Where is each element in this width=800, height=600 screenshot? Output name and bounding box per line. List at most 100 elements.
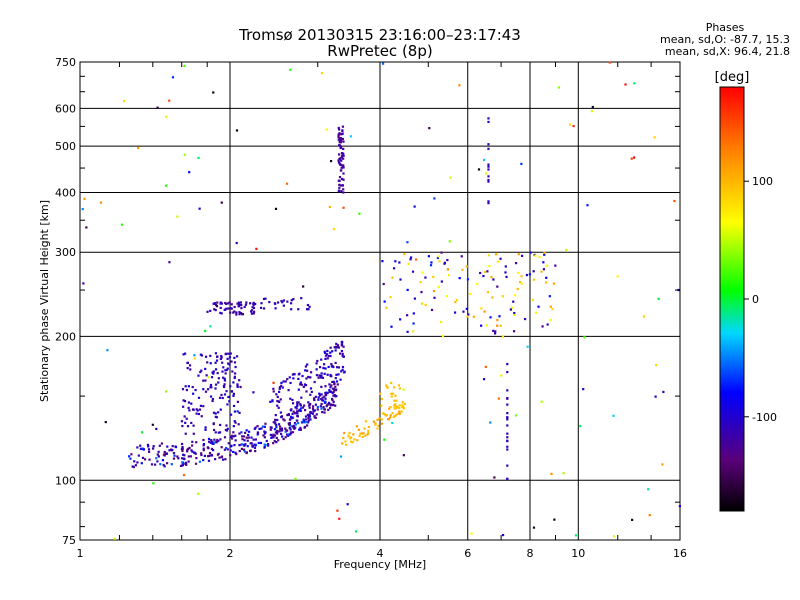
- data-point: [403, 252, 406, 256]
- data-point: [193, 354, 196, 357]
- data-point: [333, 393, 336, 397]
- data-point: [391, 421, 394, 425]
- data-point: [340, 343, 344, 346]
- data-point: [241, 312, 244, 316]
- data-point: [197, 374, 200, 377]
- data-point: [325, 128, 328, 131]
- data-point: [544, 281, 548, 284]
- data-point: [279, 398, 282, 401]
- data-point: [231, 370, 234, 373]
- data-point: [367, 425, 371, 429]
- data-point: [489, 316, 492, 319]
- data-point: [331, 398, 334, 402]
- data-point: [562, 472, 565, 475]
- data-point: [380, 404, 383, 407]
- data-point: [199, 353, 202, 356]
- data-point: [489, 421, 492, 424]
- x-tick-label: 1: [77, 547, 84, 560]
- data-point: [142, 448, 145, 451]
- data-point: [209, 325, 212, 328]
- data-point: [217, 411, 220, 414]
- data-point: [466, 315, 469, 318]
- data-point: [291, 431, 295, 434]
- data-point: [332, 400, 335, 403]
- data-point: [624, 83, 627, 86]
- data-point: [224, 458, 227, 461]
- data-point: [228, 363, 231, 366]
- data-point: [513, 294, 517, 297]
- data-point: [147, 448, 151, 451]
- data-point: [226, 403, 229, 406]
- data-point: [296, 412, 299, 415]
- data-point: [391, 392, 395, 395]
- data-point: [324, 391, 327, 395]
- data-point: [379, 392, 382, 395]
- data-point: [505, 275, 508, 279]
- data-point: [215, 303, 218, 307]
- data-point: [306, 413, 309, 416]
- data-point: [316, 408, 319, 411]
- data-point: [311, 407, 315, 410]
- data-point: [313, 416, 316, 419]
- data-point: [343, 431, 346, 435]
- data-point: [279, 432, 283, 436]
- data-point: [187, 406, 190, 410]
- data-point: [390, 381, 393, 385]
- data-point: [130, 453, 133, 456]
- data-point: [338, 183, 341, 186]
- data-point: [424, 303, 427, 307]
- data-point: [254, 444, 257, 447]
- data-point: [480, 324, 483, 327]
- data-point: [210, 376, 214, 379]
- data-point: [299, 428, 302, 431]
- data-point: [245, 436, 248, 439]
- data-point: [204, 426, 207, 429]
- data-point: [223, 379, 227, 382]
- data-point: [532, 270, 535, 273]
- data-point: [220, 312, 223, 315]
- data-point: [155, 457, 158, 460]
- data-point: [256, 432, 260, 435]
- data-point: [446, 268, 449, 271]
- data-point: [297, 377, 300, 381]
- data-point: [219, 438, 222, 441]
- data-point: [224, 369, 227, 372]
- data-point: [197, 412, 201, 416]
- data-point: [214, 383, 218, 386]
- data-point: [214, 302, 217, 305]
- data-point: [436, 256, 440, 260]
- data-point: [299, 383, 302, 386]
- data-point: [339, 158, 342, 161]
- data-point: [632, 156, 636, 159]
- data-point: [323, 408, 326, 411]
- data-point: [229, 306, 232, 310]
- data-point: [299, 404, 303, 407]
- data-point: [335, 373, 338, 376]
- data-point: [223, 436, 227, 439]
- data-point: [250, 442, 253, 445]
- data-point: [226, 427, 229, 430]
- data-point: [340, 344, 343, 347]
- data-point: [449, 176, 452, 179]
- data-point: [247, 433, 250, 437]
- data-point: [433, 296, 436, 299]
- data-point: [232, 425, 235, 428]
- data-point: [216, 453, 220, 456]
- data-point: [399, 318, 402, 321]
- data-point: [171, 449, 174, 452]
- data-point: [213, 441, 216, 444]
- data-point: [441, 334, 445, 338]
- data-point: [212, 302, 215, 305]
- data-point: [263, 425, 266, 428]
- data-point: [236, 400, 239, 403]
- y-tick-label: 100: [55, 474, 76, 487]
- data-point: [447, 274, 451, 277]
- data-point: [486, 291, 490, 294]
- data-point: [156, 460, 159, 463]
- data-point: [127, 455, 131, 458]
- data-point: [318, 374, 321, 377]
- data-point: [538, 255, 541, 258]
- data-point: [301, 420, 304, 423]
- data-point: [289, 68, 292, 71]
- data-point: [219, 301, 222, 304]
